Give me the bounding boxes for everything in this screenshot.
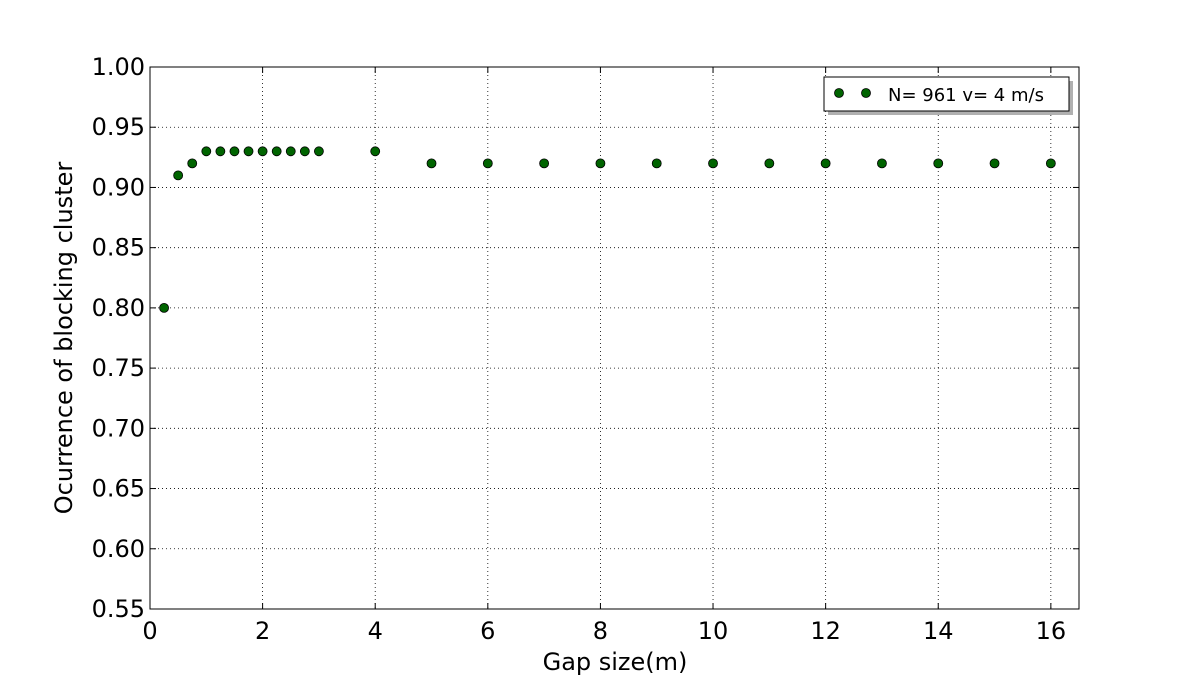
data-point [257,146,268,157]
x-tick-label: 16 [1036,617,1067,645]
x-tick-label: 12 [810,617,841,645]
data-point [173,170,184,181]
data-point [651,158,662,169]
x-tick-label: 0 [142,617,157,645]
data-point [708,158,718,169]
y-tick-label: 0.55 [92,595,145,623]
y-tick-label: 0.70 [92,414,145,442]
legend: N= 961 v= 4 m/s [823,76,1073,115]
x-tick-label: 10 [698,617,729,645]
data-point [764,158,775,169]
y-tick-label: 1.00 [92,53,145,81]
data-point [989,158,1000,169]
x-tick-label: 2 [255,617,270,645]
data-point [482,158,493,169]
legend-marker [834,88,844,98]
data-point [539,158,550,169]
data-point [1045,158,1056,169]
x-tick-label: 14 [923,617,954,645]
data-point [271,146,282,157]
data-point [370,146,381,157]
data-point [426,158,437,169]
y-axis-label: Ocurrence of blocking cluster [50,162,78,515]
data-point [595,158,606,169]
data-point [285,146,296,157]
y-tick-label: 0.90 [92,173,145,201]
legend-label: N= 961 v= 4 m/s [888,85,1044,106]
data-point [820,158,831,169]
legend-marker [861,88,871,98]
x-tick-label: 4 [368,617,383,645]
data-point [933,158,944,169]
x-tick-label: 8 [593,617,608,645]
data-point [229,146,240,157]
y-tick-label: 0.80 [92,294,145,322]
x-tick-label: 6 [480,617,495,645]
data-point [877,158,887,169]
y-tick-label: 0.65 [92,475,145,503]
data-points [159,146,1056,313]
plot-frame [149,66,1080,610]
data-point [314,146,324,157]
data-point [201,146,212,157]
data-point [187,158,198,169]
y-tick-label: 0.85 [92,234,145,262]
data-point [243,146,254,157]
y-tick-label: 0.75 [92,354,145,382]
axes: 0 2 4 6 8 10 12 14 16 0.55 0.60 0.65 0.70 0.75 0.80 0.8… [92,53,1080,645]
y-tick-label: 0.95 [92,113,145,141]
data-point [215,146,226,157]
x-axis-label: Gap size(m) [543,648,688,676]
data-point [159,302,169,313]
data-point [299,146,310,157]
y-tick-label: 0.60 [92,535,145,563]
